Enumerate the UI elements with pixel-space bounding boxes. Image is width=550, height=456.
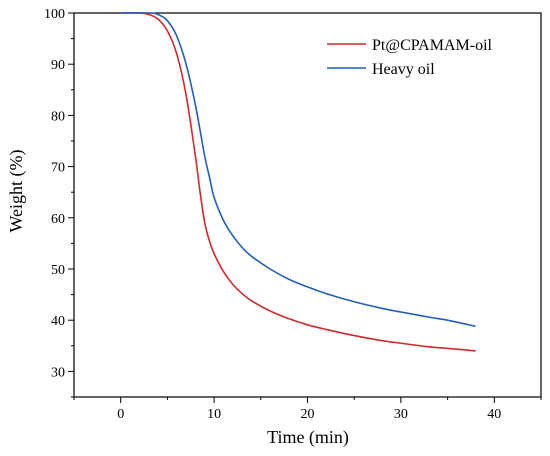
y-tick-label: 80	[51, 109, 65, 124]
y-tick-label: 90	[51, 58, 65, 73]
x-tick-label: 10	[207, 407, 221, 422]
plot-frame	[73, 12, 542, 398]
y-axis-title: Weight (%)	[6, 149, 27, 232]
series-line-heavy-oil	[120, 12, 476, 328]
x-tick-label: 40	[487, 407, 501, 422]
y-tick-label: 40	[51, 314, 65, 329]
y-tick-label: 50	[51, 263, 65, 278]
y-tick-label: 30	[51, 365, 65, 380]
x-tick-label: 30	[394, 407, 408, 422]
axes: 30 40 50 60 70 80 90 100 0 10 20 30 40	[44, 7, 542, 422]
series-layer	[120, 12, 476, 352]
y-tick-label: 70	[51, 161, 65, 176]
legend-label: Heavy oil	[372, 61, 435, 78]
x-axis-title: Time (min)	[267, 427, 349, 448]
series-line-pt-cpamam-oil	[120, 12, 476, 352]
x-tick-label: 0	[117, 407, 124, 422]
legend: Pt@CPAMAM-oil Heavy oil	[327, 37, 493, 78]
legend-label: Pt@CPAMAM-oil	[372, 37, 493, 54]
y-tick-label: 100	[44, 7, 65, 22]
y-tick-label: 60	[51, 212, 65, 227]
x-tick-label: 20	[301, 407, 315, 422]
